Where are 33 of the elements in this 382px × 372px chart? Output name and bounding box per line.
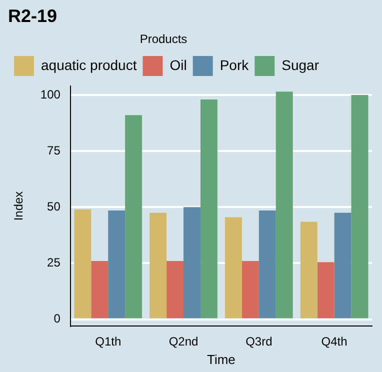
bar [224,217,242,318]
legend-label: Sugar [282,56,320,73]
y-tick-label: 50 [47,199,61,214]
y-tick-label: 75 [47,143,61,158]
legend-label: Oil [170,56,187,73]
y-tick-label: 0 [54,312,61,326]
bar [91,260,108,318]
legend-label: Pork [220,56,250,73]
bar [74,209,92,318]
y-tick-label: 100 [40,87,61,102]
bar [125,115,142,318]
bar [184,207,200,318]
bar [166,260,184,318]
legend-title: Products [140,32,188,46]
bar [351,94,368,318]
y-tick-label: 25 [47,256,61,270]
x-tick-label: Q1th [95,334,122,349]
x-tick-label: Q2nd [168,334,198,349]
bar [200,99,218,318]
bar [276,92,293,318]
bar [150,212,167,318]
bar [334,212,352,318]
bar [317,262,334,318]
x-tick-label: Q4th [321,334,348,349]
bar [108,210,126,318]
y-axis-title: Index [12,191,26,221]
bar [258,210,276,318]
bar [242,260,259,318]
legend-label: aquatic product [41,56,137,73]
chart-title: R2-19 [8,6,58,26]
x-tick-label: Q3rd [246,334,272,349]
bar [300,222,318,318]
x-axis-title: Time [207,352,236,367]
